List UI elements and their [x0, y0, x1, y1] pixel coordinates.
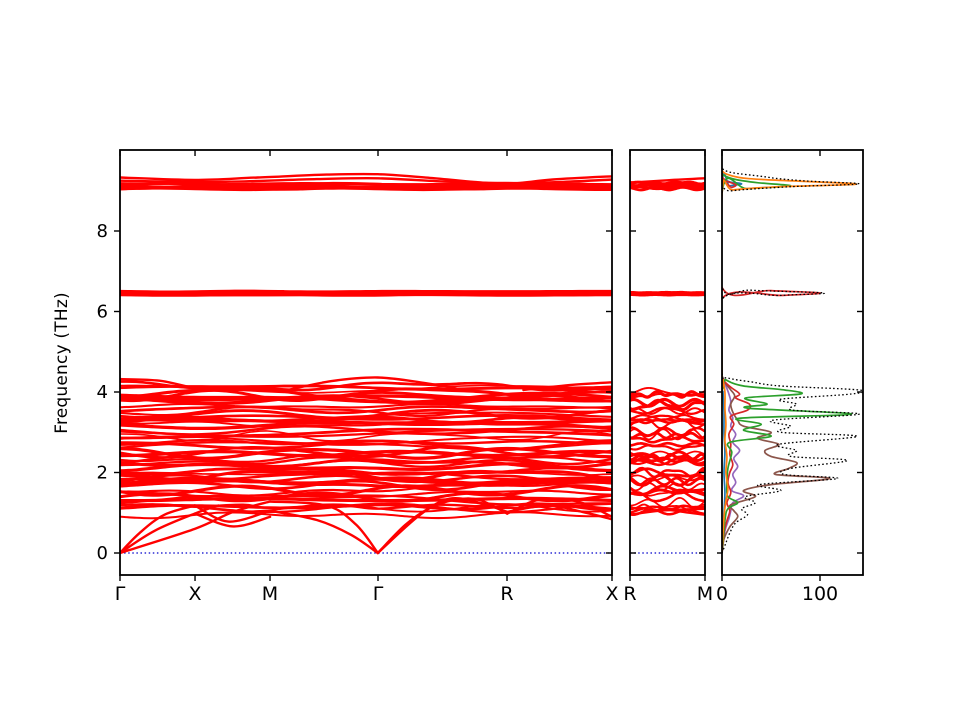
k-point-label: R: [500, 583, 513, 605]
dos-x-tick-label: 100: [802, 583, 838, 605]
main-panel-frame: [114, 149, 613, 581]
k-point-label: X: [605, 583, 618, 605]
y-tick-label: 2: [97, 463, 108, 484]
y-tick-label: 6: [97, 302, 108, 323]
k-point-label: Γ: [115, 583, 126, 605]
k-point-label: Γ: [373, 583, 384, 605]
mid-panel-frame: [629, 149, 706, 581]
total-dos: [722, 168, 863, 554]
dos-panel-frame: [717, 149, 864, 581]
y-tick-label: 0: [97, 543, 108, 564]
y-tick-label: 4: [97, 382, 108, 403]
y-tick-label: 8: [97, 221, 108, 242]
mid-panel-bands: [630, 177, 705, 554]
main-panel-bands: [120, 172, 612, 555]
k-point-label: M: [697, 583, 713, 605]
dos-x-tick-label: 0: [716, 583, 728, 605]
k-point-label: M: [262, 583, 278, 605]
k-point-label: X: [189, 583, 202, 605]
projected-dos-red: [722, 176, 821, 554]
dos-panel-curves: [722, 168, 863, 554]
projected-dos-blue: [722, 172, 743, 554]
projected-dos-green: [722, 172, 853, 554]
k-point-label: R: [623, 583, 636, 605]
projected-dos-brown: [722, 375, 831, 554]
projected-dos-orange: [722, 169, 857, 554]
